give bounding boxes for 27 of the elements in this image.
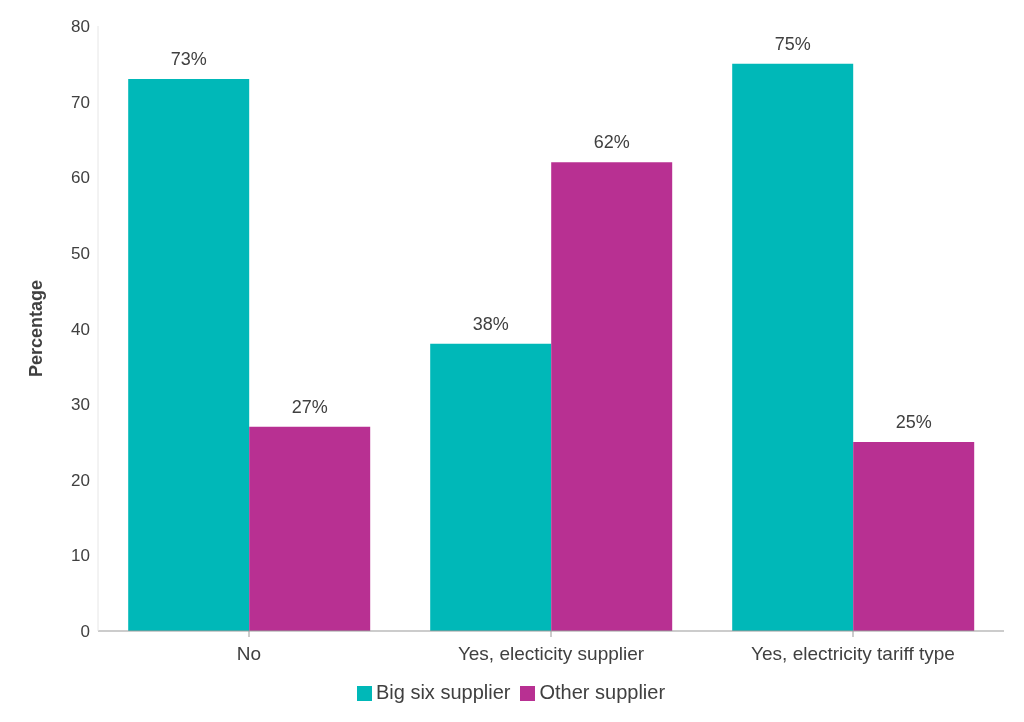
data-label: 75%	[774, 33, 811, 54]
x-tick-label: Yes, electicity supplier	[457, 643, 645, 665]
y-tick-label: 40	[71, 319, 90, 339]
y-tick-label: 50	[71, 243, 90, 263]
x-tick-label: No	[236, 643, 262, 665]
data-label: 73%	[170, 48, 207, 69]
data-label: 27%	[291, 396, 328, 417]
data-label: 62%	[593, 132, 630, 153]
y-tick-label: 70	[71, 92, 90, 112]
data-label: 38%	[472, 313, 509, 334]
x-tick-label: Yes, electricity tariff type	[751, 643, 955, 665]
bar	[551, 162, 673, 631]
y-tick-label: 30	[71, 395, 90, 415]
y-tick-label: 60	[71, 168, 90, 188]
legend-label: Big six supplier	[375, 681, 511, 703]
legend-label: Other supplier	[539, 681, 666, 703]
bar	[249, 426, 371, 631]
bar	[128, 78, 250, 631]
y-axis-title: Percentage	[26, 279, 47, 378]
bar	[430, 343, 552, 631]
bar	[732, 63, 854, 631]
data-label: 25%	[895, 411, 932, 432]
y-tick-label: 10	[71, 546, 90, 566]
y-tick-label: 0	[80, 622, 90, 642]
y-tick-label: 20	[71, 470, 90, 490]
bar	[853, 441, 975, 631]
y-tick-label: 80	[71, 17, 90, 37]
